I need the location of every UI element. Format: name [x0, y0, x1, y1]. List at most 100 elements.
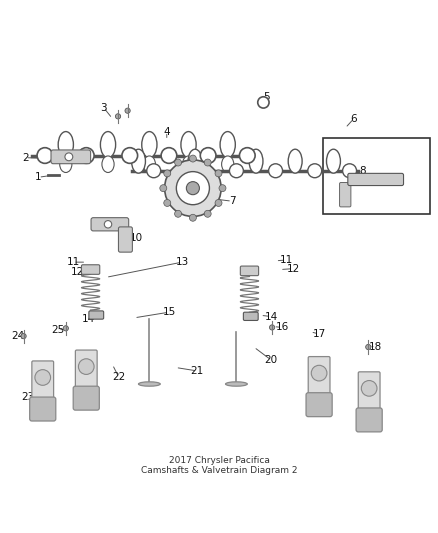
- Circle shape: [186, 182, 199, 195]
- FancyBboxPatch shape: [306, 393, 332, 417]
- Ellipse shape: [58, 132, 74, 158]
- Text: 22: 22: [112, 373, 126, 383]
- FancyBboxPatch shape: [358, 372, 380, 414]
- Text: 11: 11: [280, 255, 293, 265]
- Bar: [323, 138, 430, 214]
- Text: 24: 24: [11, 331, 25, 341]
- Ellipse shape: [100, 132, 116, 158]
- Circle shape: [258, 97, 269, 108]
- Ellipse shape: [188, 149, 202, 173]
- Circle shape: [37, 148, 53, 163]
- Text: 11: 11: [67, 257, 80, 267]
- Circle shape: [269, 325, 275, 330]
- Text: 13: 13: [175, 257, 189, 267]
- FancyBboxPatch shape: [244, 312, 258, 320]
- Circle shape: [204, 211, 211, 217]
- FancyBboxPatch shape: [240, 266, 258, 276]
- Circle shape: [78, 148, 94, 163]
- Text: 10: 10: [130, 233, 143, 243]
- Ellipse shape: [220, 132, 235, 158]
- Text: 23: 23: [21, 392, 34, 402]
- Ellipse shape: [288, 149, 302, 173]
- Circle shape: [63, 326, 68, 331]
- Text: 14: 14: [265, 312, 278, 321]
- Circle shape: [189, 214, 196, 221]
- FancyBboxPatch shape: [308, 357, 330, 398]
- Text: 19: 19: [363, 375, 376, 385]
- Text: 12: 12: [286, 264, 300, 273]
- Circle shape: [215, 199, 222, 206]
- Circle shape: [204, 159, 211, 166]
- Circle shape: [175, 211, 182, 217]
- Text: 4: 4: [163, 126, 170, 136]
- Circle shape: [343, 164, 357, 177]
- Text: 9: 9: [98, 218, 105, 228]
- Circle shape: [165, 160, 221, 216]
- Circle shape: [268, 164, 283, 177]
- Text: 25: 25: [51, 325, 64, 335]
- FancyBboxPatch shape: [30, 397, 56, 421]
- FancyBboxPatch shape: [81, 265, 100, 274]
- Text: 6: 6: [350, 114, 357, 124]
- Circle shape: [240, 148, 255, 163]
- Circle shape: [147, 164, 161, 177]
- Text: 20: 20: [265, 355, 278, 365]
- Circle shape: [177, 172, 209, 205]
- FancyBboxPatch shape: [91, 217, 129, 231]
- Circle shape: [160, 184, 167, 192]
- Circle shape: [65, 153, 73, 161]
- Circle shape: [308, 164, 322, 177]
- Ellipse shape: [143, 156, 155, 173]
- Ellipse shape: [60, 156, 72, 173]
- Circle shape: [116, 114, 120, 119]
- Circle shape: [230, 164, 244, 177]
- FancyBboxPatch shape: [356, 408, 382, 432]
- Text: 18: 18: [369, 342, 382, 352]
- FancyBboxPatch shape: [339, 182, 351, 207]
- FancyBboxPatch shape: [75, 350, 97, 392]
- Ellipse shape: [102, 156, 114, 173]
- Ellipse shape: [181, 132, 196, 158]
- Circle shape: [366, 344, 371, 350]
- Circle shape: [161, 148, 177, 163]
- FancyBboxPatch shape: [32, 361, 53, 403]
- Text: 2: 2: [22, 152, 28, 163]
- Ellipse shape: [131, 149, 145, 173]
- Circle shape: [125, 108, 130, 114]
- Text: 14: 14: [82, 314, 95, 324]
- Circle shape: [219, 184, 226, 192]
- Circle shape: [189, 155, 196, 162]
- Ellipse shape: [138, 382, 160, 386]
- Circle shape: [21, 334, 26, 339]
- FancyBboxPatch shape: [348, 173, 403, 185]
- Ellipse shape: [226, 382, 247, 386]
- Text: 15: 15: [162, 307, 176, 317]
- Text: 3: 3: [100, 103, 107, 112]
- Circle shape: [78, 359, 94, 375]
- Circle shape: [35, 370, 50, 385]
- Text: 7: 7: [229, 196, 235, 206]
- FancyBboxPatch shape: [118, 227, 132, 252]
- Circle shape: [164, 170, 171, 177]
- Circle shape: [104, 221, 112, 228]
- Ellipse shape: [142, 132, 157, 158]
- Circle shape: [164, 199, 171, 206]
- Text: 17: 17: [312, 329, 326, 339]
- Circle shape: [215, 170, 222, 177]
- Text: 16: 16: [276, 322, 289, 333]
- Ellipse shape: [249, 149, 263, 173]
- Circle shape: [200, 148, 216, 163]
- Text: 5: 5: [264, 92, 270, 102]
- FancyBboxPatch shape: [73, 386, 99, 410]
- Ellipse shape: [326, 149, 340, 173]
- Text: 12: 12: [71, 266, 84, 277]
- Circle shape: [311, 365, 327, 381]
- Text: 2017 Chrysler Pacifica
Camshafts & Valvetrain Diagram 2: 2017 Chrysler Pacifica Camshafts & Valve…: [141, 456, 297, 475]
- Ellipse shape: [222, 156, 234, 173]
- Text: 21: 21: [191, 366, 204, 376]
- Text: 8: 8: [359, 166, 366, 176]
- FancyBboxPatch shape: [51, 150, 91, 164]
- Text: 1: 1: [35, 172, 42, 182]
- Circle shape: [122, 148, 138, 163]
- Ellipse shape: [183, 156, 194, 173]
